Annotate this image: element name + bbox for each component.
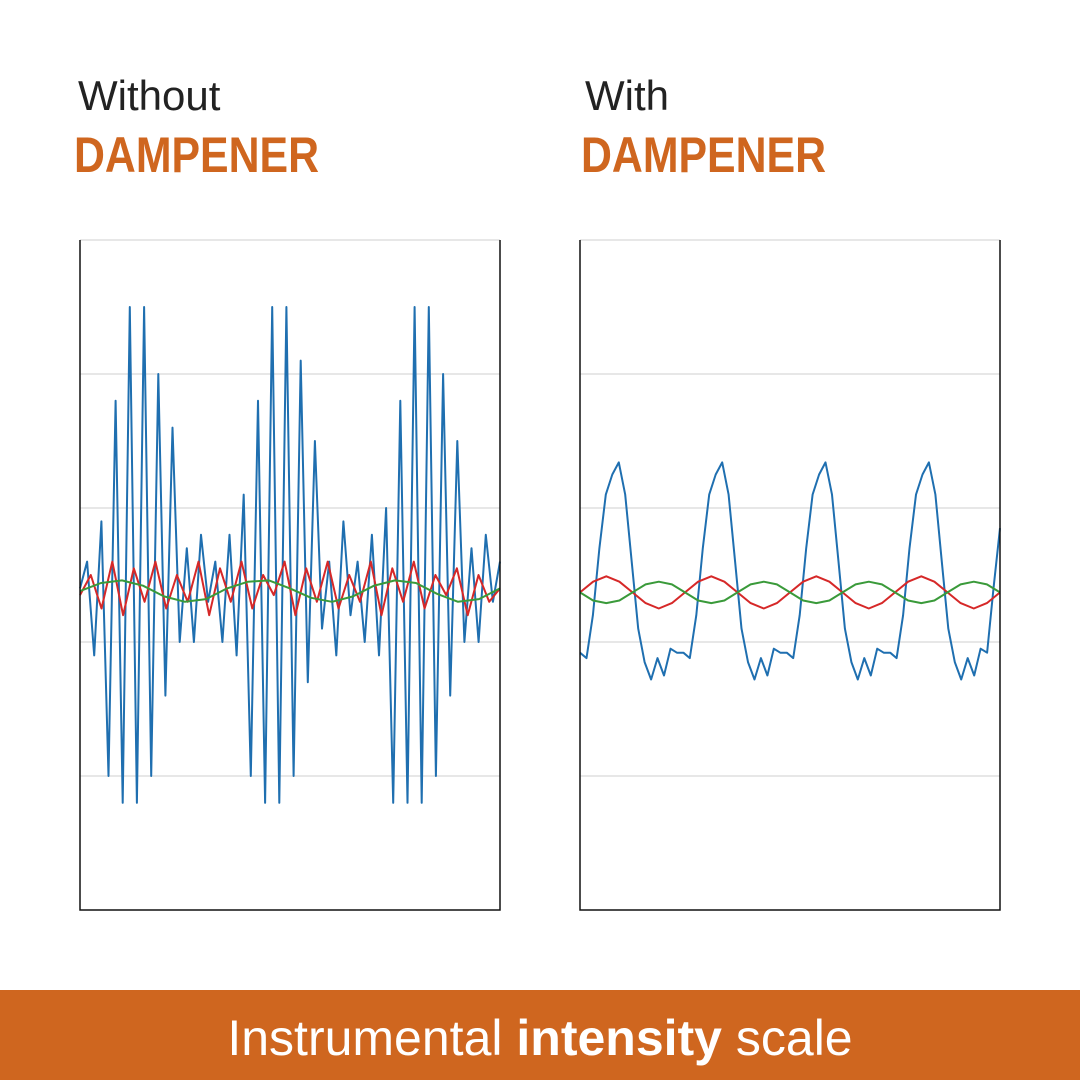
footer-text: Instrumental intensity scale bbox=[227, 1010, 852, 1066]
footer-bold: intensity bbox=[516, 1010, 722, 1066]
series-line bbox=[579, 461, 1001, 681]
chart-subtitle: DAMPENER bbox=[74, 127, 319, 183]
footer-end: scale bbox=[736, 1010, 853, 1066]
series-line bbox=[79, 306, 501, 804]
series-line bbox=[79, 579, 501, 603]
series-line bbox=[579, 580, 1001, 605]
chart-subtitle: DAMPENER bbox=[581, 127, 826, 183]
chart-title: With bbox=[585, 72, 669, 119]
footer-start: Instrumental bbox=[227, 1010, 502, 1066]
footer-bar bbox=[0, 990, 1080, 1080]
plot-frame bbox=[579, 240, 1001, 911]
chart-title: Without bbox=[78, 72, 221, 119]
plot-frame bbox=[79, 240, 501, 911]
